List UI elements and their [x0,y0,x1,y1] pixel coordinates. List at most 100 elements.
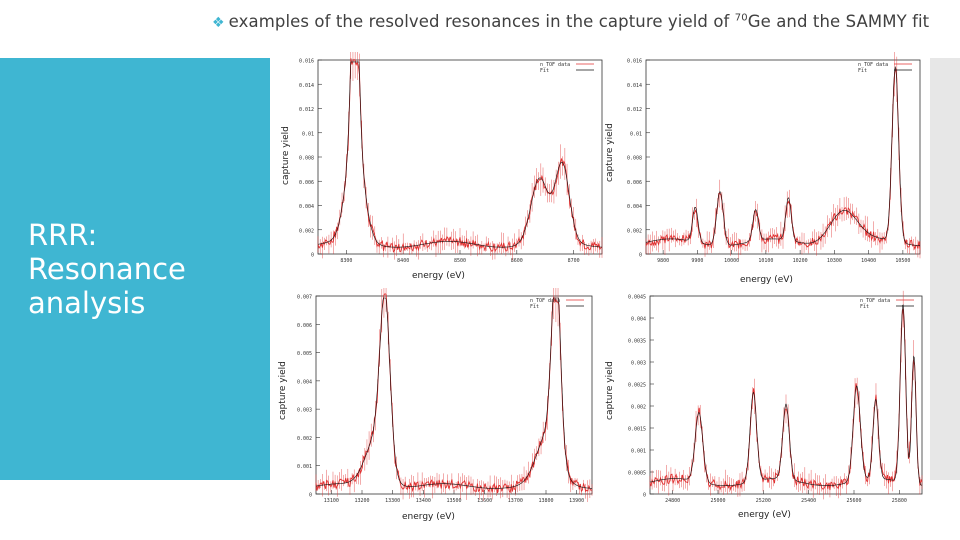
x-tick-label: 8500 [454,258,466,264]
x-tick-label: 10400 [861,258,876,264]
y-tick-label: 0 [311,253,314,259]
y-tick-label: 0.005 [297,351,312,357]
y-tick-label: 0.007 [297,295,312,301]
plot-2-ylabel: capture yield [605,123,615,182]
y-tick-label: 0.008 [299,156,314,162]
x-tick-label: 8300 [340,258,352,264]
x-tick-label: 25000 [710,498,725,504]
y-tick-label: 0.012 [627,107,642,113]
y-tick-label: 0.003 [297,408,312,414]
side-strip [930,58,960,480]
plot-2-xlabel: energy (eV) [740,275,793,285]
resonance-plot-1: 0.016 0.014 0.012 0.01 0.008 0.006 0.004 0.002 0… [272,37,608,270]
x-tick-label: 8400 [397,258,409,264]
x-tick-label: 25800 [892,498,907,504]
x-tick-label: 25400 [801,498,816,504]
x-tick-label: 10100 [758,258,773,264]
legend-label: Fit [860,304,869,310]
legend-label: Fit [858,68,867,74]
x-tick-label: 10300 [827,258,842,264]
y-tick-label: 0.0005 [628,471,646,477]
title-text: examples of the resolved resonances in t… [228,12,735,31]
y-tick-label: 0.01 [302,131,314,137]
y-tick-label: 0.0035 [628,339,646,345]
y-tick-label: 0.0025 [628,383,646,389]
y-tick-label: 0.0045 [628,295,646,301]
plot-frame [315,295,593,495]
legend-label: n_TOF data [858,62,888,68]
data-series [645,68,921,251]
plot-2-canvas: 0.016 0.014 0.012 0.01 0.008 0.006 0.004 0.002 0… [627,47,921,264]
legend-label: Fit [540,68,549,74]
x-tick-label: 13900 [569,498,584,504]
plot-1-xlabel: energy (eV) [412,271,465,281]
fit-series [317,61,602,248]
plot-4-canvas: 0.0045 0.004 0.0035 0.003 0.0025 0.002 0.0015 0… [628,290,923,504]
y-tick-label: 0.006 [297,323,312,329]
y-tick-label: 0.001 [631,449,646,455]
x-tick-label: 13100 [324,498,339,504]
y-tick-label: 0.003 [631,361,646,367]
plot-1-canvas: 0.016 0.014 0.012 0.01 0.008 0.006 0.004 0.002 0… [299,37,603,264]
slide-title: ❖ examples of the resolved resonances in … [212,12,952,31]
resonance-plot-3: 0.007 0.006 0.005 0.004 0.003 0.002 0.001 0 1310… [272,272,598,510]
x-tick-label: 10500 [895,258,910,264]
y-tick-label: 0.014 [627,83,642,89]
x-tick-label: 13300 [385,498,400,504]
resonance-plot-4: 0.0045 0.004 0.0035 0.003 0.0025 0.002 0.0015 0… [606,288,928,510]
legend-label: n_TOF data [860,298,890,304]
x-tick-label: 8600 [511,258,523,264]
legend-label: n_TOF data [530,298,560,304]
title-text-end: Ge and the SAMMY fit [747,12,930,31]
accent-panel [0,58,270,480]
section-title: RRR: Resonance analysis [28,218,186,320]
title-isotope: 70 [734,12,748,24]
plot-4-xlabel: energy (eV) [738,510,791,520]
y-tick-label: 0 [643,493,646,499]
plot-1-ylabel: capture yield [281,126,291,185]
y-tick-label: 0.01 [630,131,642,137]
x-tick-label: 9800 [657,258,669,264]
x-tick-label: 24800 [665,498,680,504]
x-tick-label: 10000 [724,258,739,264]
data-series [315,293,593,494]
y-tick-label: 0.016 [627,59,642,65]
x-tick-label: 25600 [846,498,861,504]
plot-frame [317,59,603,255]
y-tick-label: 0.002 [631,405,646,411]
plot-frame [649,295,923,495]
y-tick-label: 0 [639,253,642,259]
fit-series [649,304,923,486]
x-tick-label: 13800 [538,498,553,504]
y-tick-label: 0 [309,493,312,499]
x-tick-label: 13200 [354,498,369,504]
plot-frame [645,59,921,255]
bullet-icon: ❖ [212,15,225,31]
y-tick-label: 0.004 [631,317,646,323]
y-tick-label: 0.008 [627,156,642,162]
y-tick-label: 0.014 [299,83,314,89]
x-tick-label: 9900 [691,258,703,264]
y-tick-label: 0.004 [627,204,642,210]
x-tick-label: 8700 [568,258,580,264]
data-series [317,58,603,254]
y-tick-label: 0.0015 [628,427,646,433]
y-tick-label: 0.004 [299,204,314,210]
y-tick-label: 0.016 [299,59,314,65]
y-tick-label: 0.002 [627,228,642,234]
x-tick-label: 13700 [508,498,523,504]
y-tick-label: 0.001 [297,464,312,470]
x-tick-label: 25200 [756,498,771,504]
legend-label: n_TOF data [540,62,570,68]
plot-3-canvas: 0.007 0.006 0.005 0.004 0.003 0.002 0.001 0 1310… [297,272,593,504]
x-tick-label: 13500 [446,498,461,504]
y-tick-label: 0.002 [299,228,314,234]
y-tick-label: 0.004 [297,379,312,385]
x-tick-label: 13600 [477,498,492,504]
fit-series [645,65,920,246]
plot-4-ylabel: capture yield [605,361,615,420]
y-tick-label: 0.006 [299,180,314,186]
x-tick-label: 10200 [793,258,808,264]
y-tick-label: 0.012 [299,107,314,113]
plot-3-ylabel: capture yield [278,361,288,420]
